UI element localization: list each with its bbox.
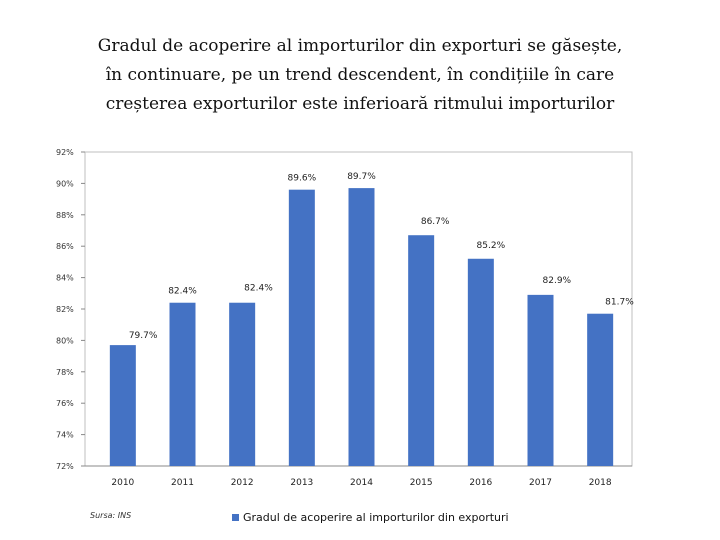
legend: Gradul de acoperire al importurilor din … [232,511,509,524]
y-tick-label: 76% [56,399,74,408]
x-tick-label-2014: 2014 [350,478,373,488]
x-tick-label-2015: 2015 [410,478,433,488]
bar-2011 [169,302,196,466]
data-label-2015: 86.7% [421,217,450,227]
x-tick-label-2011: 2011 [171,478,194,488]
y-tick-label: 90% [56,179,74,188]
y-tick-label: 92% [56,148,74,157]
data-label-2011: 82.4% [168,287,197,297]
bar-2017 [527,294,554,466]
bar-2013 [288,189,315,466]
y-tick-label: 84% [56,274,74,283]
x-tick-label-2012: 2012 [231,478,254,488]
title-line-1: Gradul de acoperire al importurilor din … [97,36,623,56]
data-label-2013: 89.6% [288,174,317,184]
x-tick-label-2013: 2013 [290,478,313,488]
y-tick-label: 72% [56,462,74,471]
y-tick-label: 88% [56,211,74,220]
y-tick-label: 78% [56,368,74,377]
legend-label: Gradul de acoperire al importurilor din … [243,511,509,524]
legend-swatch [232,514,239,521]
y-tick-label: 82% [56,305,74,314]
bar-2015 [408,235,435,466]
x-tick-label-2017: 2017 [529,478,552,488]
title-line-3: creșterea exporturilor este inferioară r… [105,94,615,114]
data-label-2016: 85.2% [477,241,506,251]
y-axis: 72% 74% 76% 78% 80% 82% 84% 86% 88% 90% 92% [56,148,85,471]
x-tick-label-2010: 2010 [111,478,134,488]
data-label-2010: 79.7% [129,331,158,341]
bar-2012 [229,302,256,466]
bars-group [109,188,614,467]
data-label-2017: 82.9% [543,276,572,286]
x-tick-label-2018: 2018 [589,478,612,488]
data-label-2014: 89.7% [347,172,376,182]
title-line-2: în continuare, pe un trend descendent, î… [105,65,615,85]
data-label-2012: 82.4% [244,284,273,294]
data-label-2018: 81.7% [605,298,634,308]
y-tick-label: 80% [56,336,74,345]
y-tick-label: 74% [56,431,74,440]
bar-2010 [109,345,136,466]
bar-2016 [467,258,494,466]
bar-2014 [348,188,375,467]
source-note: Sursa: INS [90,511,132,520]
x-tick-label-2016: 2016 [469,478,492,488]
y-tick-label: 86% [56,242,74,251]
data-labels-group: 79.7% 82.4% 82.4% 89.6% 89.7% 86.7% 85.2% 82.9%… [129,172,634,341]
bar-2018 [587,313,614,466]
chart-title: Gradul de acoperire al importurilor din … [40,32,680,119]
x-axis: 2010 2011 2012 2013 2014 2015 2016 2017 2018 [111,478,612,488]
